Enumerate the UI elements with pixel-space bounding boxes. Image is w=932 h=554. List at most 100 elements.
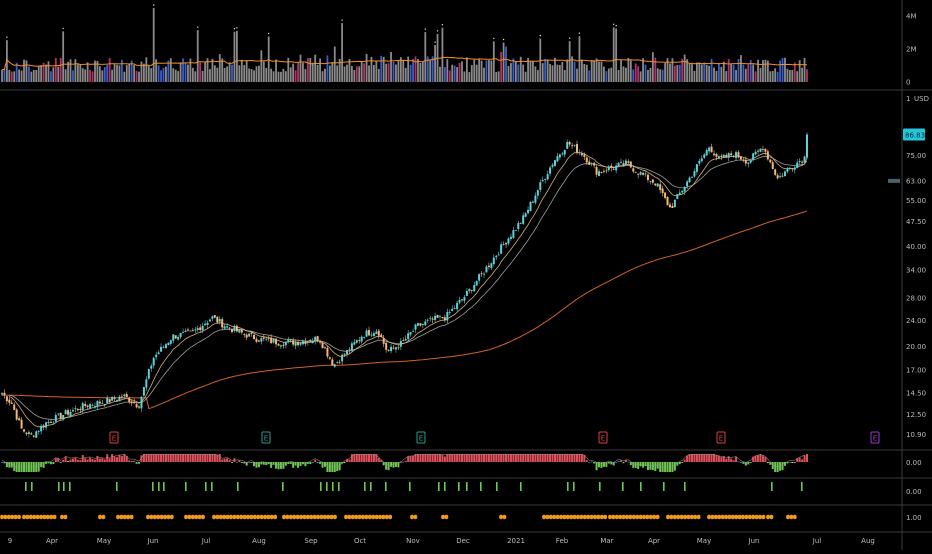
volume-bar (470, 65, 473, 82)
candle-body (786, 168, 789, 172)
oscillator-bar (791, 462, 794, 464)
candle-body (47, 421, 50, 424)
oscillator-bar (485, 454, 488, 462)
oscillator-bar (419, 454, 422, 462)
candle-body (703, 154, 706, 158)
oscillator-bar (595, 462, 598, 471)
dot-marker (152, 514, 157, 520)
candle-body (279, 345, 282, 347)
volume-bar (314, 54, 317, 82)
volume-bar (796, 71, 799, 82)
oscillator-bar (135, 462, 138, 464)
candle-body (135, 404, 138, 408)
volume-spike-dot (539, 34, 541, 37)
oscillator-bar (585, 460, 588, 462)
candle-body (514, 229, 517, 231)
volume-bar (253, 70, 255, 82)
volume-bar (683, 54, 686, 82)
oscillator-bar (617, 460, 620, 462)
volume-bar (280, 71, 282, 82)
signal-bar (185, 482, 187, 491)
candle-body (637, 173, 640, 175)
dot-marker (611, 514, 616, 520)
oscillator-bar (306, 462, 309, 464)
oscillator-bar (316, 462, 319, 464)
volume-bar (167, 60, 170, 82)
volume-bar (664, 63, 666, 82)
candle-body (23, 429, 26, 432)
candle-body (409, 332, 412, 335)
volume-bar (25, 60, 28, 82)
price-tick-label: 12.50 (906, 411, 926, 419)
oscillator-bar (421, 454, 424, 462)
candle-body (546, 174, 549, 180)
candle-body (62, 414, 65, 420)
oscillator-bar (412, 455, 415, 462)
volume-bar (673, 65, 676, 82)
oscillator-bar (304, 462, 307, 467)
volume-bar (101, 70, 104, 82)
oscillator-bar (786, 462, 789, 464)
volume-bar (412, 58, 414, 82)
volume-bar (688, 63, 691, 82)
oscillator-bar (473, 454, 476, 462)
oscillator-bar (211, 454, 214, 462)
volume-bar (23, 59, 25, 82)
candle-body (771, 162, 774, 170)
volume-bar (18, 69, 21, 82)
oscillator-bar (338, 462, 341, 471)
oscillator-bar (678, 462, 681, 465)
oscillator-bar (749, 462, 752, 463)
oscillator-bar (695, 454, 698, 462)
volume-bar (20, 70, 23, 82)
oscillator-bar (297, 462, 300, 468)
dot-marker (599, 514, 604, 520)
candle-body (360, 336, 363, 342)
dot-marker (190, 514, 195, 520)
candle-body (240, 329, 243, 333)
volume-bar (759, 67, 762, 82)
x-axis-month-label: May (697, 537, 711, 545)
candle-body (595, 167, 598, 175)
signal-bar (69, 482, 71, 491)
dot-marker (786, 514, 790, 520)
volume-bar (600, 61, 603, 82)
volume-bar (228, 62, 231, 82)
candle-body (465, 290, 468, 296)
volume-bar (284, 71, 287, 82)
earnings-marker-label: E (719, 434, 723, 442)
oscillator-bar (265, 462, 268, 466)
oscillator-bar (500, 454, 503, 462)
oscillator-bar (277, 462, 280, 470)
volume-bar (377, 68, 380, 82)
last-price-label: 86.83 (905, 132, 925, 140)
dot-marker (384, 514, 389, 520)
candle-body (434, 315, 437, 320)
candle-body (629, 161, 632, 168)
candle-body (257, 340, 260, 342)
dot-marker (302, 514, 307, 520)
candle-body (732, 156, 735, 157)
oscillator-bar (397, 462, 400, 468)
candle-body (502, 244, 505, 245)
volume-bar (532, 61, 534, 82)
volume-bar (803, 58, 806, 82)
dot-marker (350, 514, 355, 520)
dot-marker (35, 514, 40, 520)
volume-bar (647, 69, 649, 82)
dot-marker (410, 514, 414, 520)
volume-bar (319, 58, 321, 82)
volume-bar (297, 62, 299, 82)
candle-body (458, 299, 461, 303)
dot-marker (235, 514, 240, 520)
volume-bar (69, 59, 72, 82)
volume-bar (238, 65, 241, 82)
volume-bar (321, 71, 324, 82)
volume-bar (764, 59, 767, 82)
dot-marker (648, 514, 653, 520)
volume-bar (639, 71, 642, 82)
candle-body (593, 162, 596, 166)
candle-body (766, 151, 769, 160)
